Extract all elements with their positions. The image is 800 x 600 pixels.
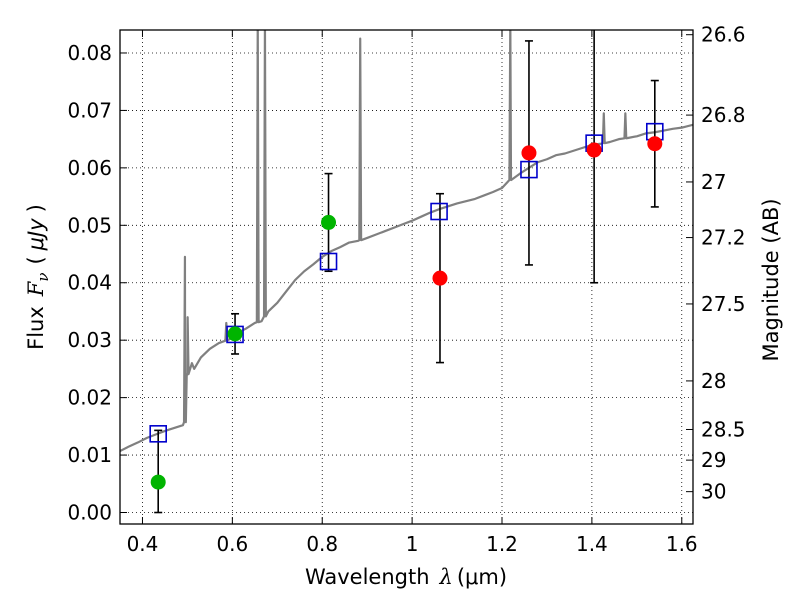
grid — [120, 30, 693, 524]
y-tick-label: 0.08 — [67, 41, 112, 65]
detection-point — [150, 474, 166, 490]
model-point — [319, 252, 338, 271]
detection-point — [321, 214, 337, 230]
upper-limit-point — [586, 142, 602, 158]
x-tick-label: 1.2 — [486, 532, 518, 556]
y2-tick-label: 28.5 — [701, 417, 746, 441]
x-tick-label: 1.4 — [576, 532, 608, 556]
error-bars — [154, 30, 659, 514]
y-tick-label: 0.06 — [67, 156, 112, 180]
y-axis-right: 26.6 26.8 27 27.2 27.5 28 28.5 29 30 — [686, 23, 746, 504]
y-tick-label: 0.01 — [67, 443, 112, 467]
detection-point — [227, 326, 243, 342]
y-axis-right-label: Magnitude (AB) — [759, 198, 783, 361]
model-point — [149, 425, 167, 443]
x-axis-label: Wavelength λ (μm) — [305, 565, 507, 589]
y-tick-label: 0.03 — [67, 328, 112, 352]
y2-tick-label: 27 — [701, 170, 726, 194]
y-tick-label: 0.02 — [67, 386, 112, 410]
upper-limit-point — [647, 136, 663, 152]
x-tick-label: 0.4 — [127, 532, 159, 556]
y2-tick-label: 30 — [701, 480, 726, 504]
y-tick-label: 0.05 — [67, 213, 112, 237]
upper-limit-point — [432, 270, 448, 286]
x-tick-label: 1 — [406, 532, 419, 556]
spectrum-line — [120, 30, 693, 453]
x-axis: 0.4 0.6 0.8 1 1.2 1.4 1.6 — [127, 30, 698, 556]
x-tick-label: 0.6 — [216, 532, 248, 556]
y2-tick-label: 28 — [701, 369, 726, 393]
x-tick-label: 1.6 — [666, 532, 698, 556]
y-axis-left: 0.00 0.01 0.02 0.03 0.04 0.05 0.06 0.07 0.08 — [67, 41, 127, 525]
model-point — [520, 160, 538, 179]
y-tick-label: 0.07 — [67, 98, 112, 122]
upper-limit-point — [521, 145, 537, 161]
y2-tick-label: 27.2 — [701, 226, 746, 250]
detection-series — [150, 214, 337, 490]
y-tick-label: 0.04 — [67, 271, 112, 295]
y-tick-label: 0.00 — [67, 501, 112, 525]
y2-tick-label: 26.6 — [701, 23, 746, 47]
plot-area — [120, 30, 693, 514]
y-axis-label: FluxFν(μJy) — [24, 204, 52, 350]
plot-frame — [119, 29, 694, 525]
y2-tick-label: 29 — [701, 448, 726, 472]
upper-limit-series — [432, 136, 663, 286]
y2-tick-label: 26.8 — [701, 103, 746, 127]
x-tick-label: 0.8 — [306, 532, 338, 556]
y2-tick-label: 27.5 — [701, 292, 746, 316]
model-photometry-series — [149, 122, 664, 443]
model-point — [430, 202, 448, 221]
